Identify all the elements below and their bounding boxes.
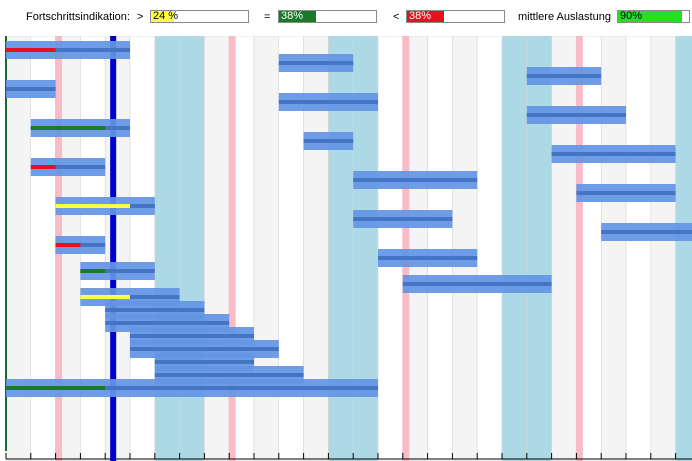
time-column <box>625 36 652 461</box>
legend-less-symbol: < <box>393 11 400 23</box>
task-bar-midline <box>6 386 378 390</box>
time-column <box>526 36 552 461</box>
time-column <box>179 36 205 461</box>
legend-less-box: 38% <box>406 10 505 23</box>
legend-greater-box: 24 % <box>150 10 249 23</box>
legend-equal-value: 38% <box>281 10 304 22</box>
legend-greater-fill <box>151 11 175 22</box>
legend-greater-symbol: > <box>137 11 144 23</box>
task-bar-midline <box>402 282 552 286</box>
time-column <box>30 36 56 461</box>
task-bar-midline <box>105 321 230 325</box>
task-bar-midline <box>601 230 692 234</box>
task-bar-midline <box>353 217 453 221</box>
task-bar-midline <box>526 74 602 78</box>
legend-less-value: 38% <box>409 10 432 22</box>
legend-equal-fill <box>279 11 316 22</box>
time-column <box>600 36 627 461</box>
task-bar-midline <box>80 269 155 273</box>
time-column <box>253 36 280 461</box>
task-bar-midline <box>278 61 354 65</box>
task-progress-line <box>6 386 106 390</box>
time-column <box>5 36 32 461</box>
task-bar-midline <box>154 373 304 377</box>
progress-legend: Fortschrittsindikation: > 24 % = 38% < 3… <box>0 0 692 34</box>
task-progress-line <box>80 295 130 299</box>
legend-less-fill <box>407 11 444 22</box>
time-column <box>476 36 503 461</box>
time-column <box>129 36 156 461</box>
legend-utilization-label: mittlere Auslastung <box>518 11 611 23</box>
task-progress-line <box>55 243 81 247</box>
task-bar-midline <box>353 178 478 182</box>
time-column <box>501 36 528 461</box>
task-bar-midline <box>576 191 676 195</box>
task-bar-midline <box>30 165 106 169</box>
time-column <box>377 36 404 461</box>
task-progress-line <box>80 269 106 273</box>
time-column <box>154 36 180 461</box>
task-progress-line <box>30 165 56 169</box>
task-bar-midline <box>551 152 676 156</box>
task-progress-line <box>55 204 130 208</box>
time-column <box>551 36 577 461</box>
task-bar-midline <box>6 48 130 52</box>
task-bar-midline <box>130 347 279 351</box>
task-progress-line <box>6 48 56 52</box>
time-column <box>104 36 131 461</box>
legend-utilization-fill <box>618 11 682 22</box>
time-column <box>427 36 453 461</box>
task-bar-midline <box>278 100 378 104</box>
task-bar-midline <box>154 360 254 364</box>
time-column <box>650 36 676 461</box>
legend-utilization-box: 90% <box>617 10 690 23</box>
time-column <box>204 36 230 461</box>
today-marker <box>110 36 117 461</box>
task-bar-midline <box>378 256 478 260</box>
task-bar-midline <box>105 308 205 312</box>
legend-equal-symbol: = <box>264 11 271 23</box>
holiday-marker <box>402 36 410 461</box>
left-axis-line <box>5 36 7 451</box>
legend-title: Fortschrittsindikation: <box>26 11 130 23</box>
legend-equal-box: 38% <box>278 10 377 23</box>
holiday-marker <box>228 36 236 461</box>
task-bar-midline <box>6 87 56 91</box>
task-bar-midline <box>130 334 254 338</box>
task-bar-midline <box>526 113 626 117</box>
time-column <box>675 36 692 461</box>
task-bar-midline <box>303 139 354 143</box>
gantt-chart <box>5 36 692 461</box>
legend-utilization-value: 90% <box>620 10 643 22</box>
task-progress-line <box>30 126 106 130</box>
legend-greater-value: 24 % <box>153 10 179 22</box>
time-column <box>452 36 478 461</box>
holiday-marker <box>575 36 583 461</box>
